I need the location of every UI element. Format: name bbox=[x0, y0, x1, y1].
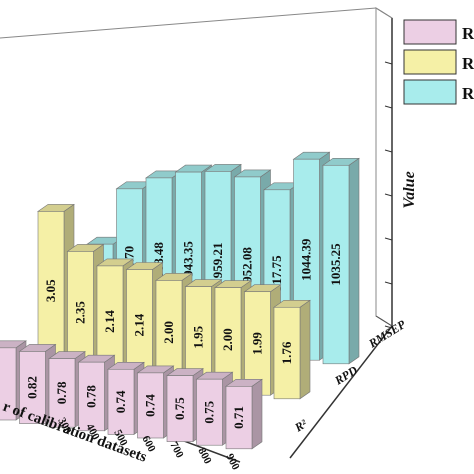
bar-front-face bbox=[37, 211, 65, 371]
bar-front-face bbox=[225, 386, 253, 450]
chart-bars: 636.45854.70908.48943.35959.21952.08917.… bbox=[0, 151, 360, 450]
bar-value-label: 0.78 bbox=[54, 381, 69, 404]
x-tick-label: 900 bbox=[223, 452, 242, 473]
bar-value-label: 917.75 bbox=[269, 255, 284, 291]
bar-value-label: 1.95 bbox=[191, 325, 206, 348]
bar-front-face bbox=[0, 347, 17, 421]
x-tick-label: 700 bbox=[167, 440, 186, 461]
z-axis-tick bbox=[384, 61, 393, 65]
z-axis-tick bbox=[384, 149, 393, 153]
bar-front-face bbox=[196, 378, 223, 446]
bar-value-label: 0.74 bbox=[113, 390, 128, 413]
bar-value-label: 0.71 bbox=[231, 406, 246, 429]
bar-front-face bbox=[78, 361, 105, 432]
legend-label: R bbox=[462, 24, 474, 43]
bar-value-label: 1035.25 bbox=[328, 243, 343, 286]
z-axis-tick bbox=[384, 281, 393, 285]
bar-side-face bbox=[348, 157, 360, 365]
legend-label: R bbox=[462, 84, 474, 103]
bar-front-face bbox=[166, 375, 194, 442]
floor-edge-back bbox=[375, 315, 393, 327]
bar-front-face bbox=[137, 372, 164, 439]
bar-value-label: 2.35 bbox=[73, 301, 88, 324]
legend-swatch bbox=[403, 49, 457, 75]
bar-value-label: 2.14 bbox=[102, 310, 117, 333]
chart-legend: RRR bbox=[403, 19, 474, 105]
bar-value-label: 2.00 bbox=[220, 328, 235, 351]
chart-frame bbox=[0, 7, 393, 463]
bar-value-label: 1044.39 bbox=[299, 238, 314, 281]
floor-edge-right bbox=[289, 325, 393, 459]
bar-value-label: 959.21 bbox=[210, 243, 225, 279]
z-axis-tick bbox=[384, 237, 393, 241]
z-axis-title: Value bbox=[401, 171, 418, 208]
bar-value-label: 943.35 bbox=[181, 241, 196, 277]
back-wall-right bbox=[375, 7, 393, 327]
bar-value-label: 0.74 bbox=[143, 394, 158, 417]
bar-front-face bbox=[48, 358, 76, 428]
bar-r2-5: 0.74 bbox=[136, 365, 175, 439]
z-axis-tick bbox=[384, 105, 393, 109]
bar-side-face bbox=[251, 378, 263, 450]
bar-value-label: 0.82 bbox=[25, 376, 40, 399]
back-wall-top bbox=[0, 7, 377, 39]
bar-side-face bbox=[299, 299, 311, 400]
bar-front-face bbox=[273, 306, 301, 400]
bar-front-face bbox=[107, 368, 135, 435]
back-wall-top-right bbox=[375, 7, 393, 19]
bar-value-label: 0.75 bbox=[172, 397, 187, 420]
bar-value-label: 2.00 bbox=[161, 321, 176, 344]
legend-swatch bbox=[403, 19, 457, 45]
bar-rpd-8: 1.76 bbox=[273, 299, 311, 400]
bar-r2-2: 0.78 bbox=[48, 351, 86, 428]
bar-value-label: 3.05 bbox=[43, 279, 58, 302]
x-tick-label: 800 bbox=[195, 446, 214, 467]
z-tick-label: RPD bbox=[331, 363, 360, 388]
bar-value-label: 2.14 bbox=[132, 313, 147, 336]
legend-label: R bbox=[462, 54, 474, 73]
bar-value-label: 1.99 bbox=[250, 332, 265, 355]
bar-value-label: 952.08 bbox=[240, 247, 255, 283]
bar-front-face bbox=[244, 291, 271, 396]
z-tick-label: R² bbox=[291, 416, 309, 435]
bar-value-label: 0.75 bbox=[202, 400, 217, 423]
bar-front-face bbox=[19, 351, 46, 424]
bar-r2-8: 0.71 bbox=[225, 378, 263, 450]
bar-front-face bbox=[322, 164, 350, 365]
bar-rmsep-8: 1035.25 bbox=[322, 157, 360, 365]
z-axis-tick bbox=[384, 193, 393, 197]
bar-value-label: 1.76 bbox=[279, 341, 294, 364]
bar-value-label: 0.78 bbox=[84, 385, 99, 408]
legend-swatch bbox=[403, 79, 457, 105]
